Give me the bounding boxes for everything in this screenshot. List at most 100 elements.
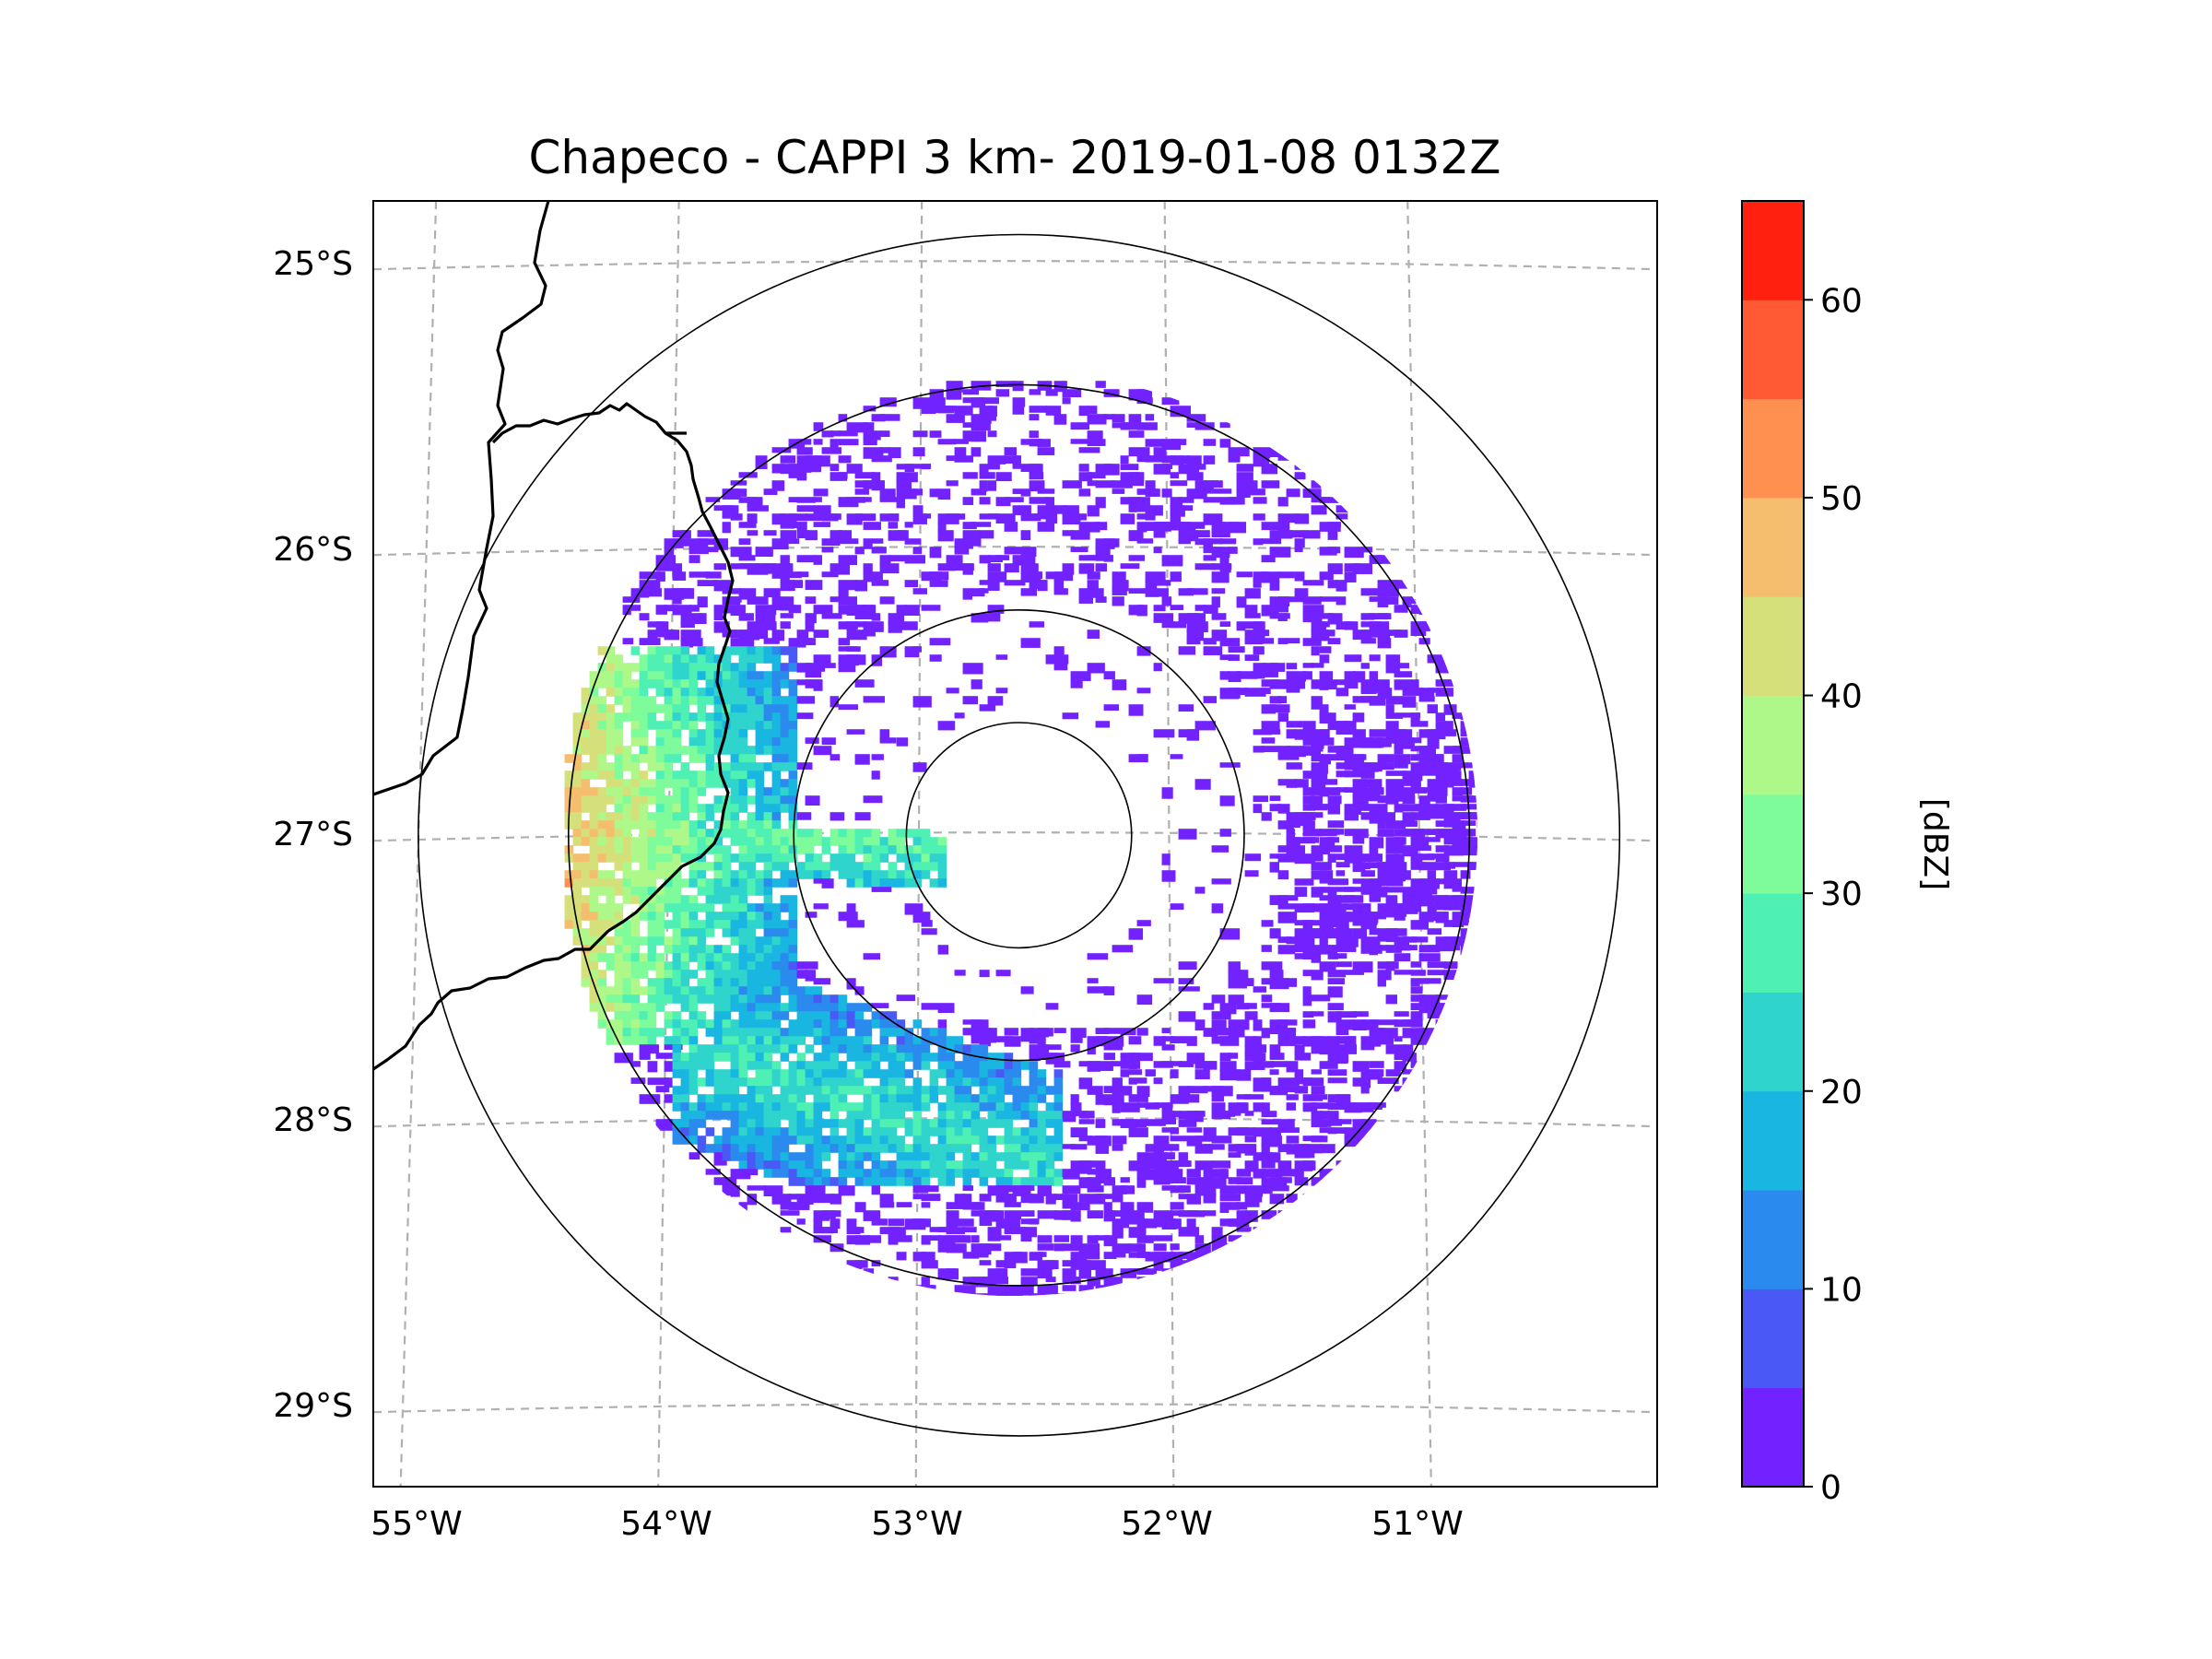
reflectivity-cell (1236, 472, 1253, 482)
reflectivity-cell (763, 1135, 773, 1145)
reflectivity-cell (614, 953, 624, 962)
reflectivity-cell (622, 605, 631, 616)
reflectivity-cell (879, 1094, 889, 1103)
reflectivity-cell (730, 1069, 740, 1078)
reflectivity-cell (1145, 505, 1163, 516)
reflectivity-cell (1095, 1135, 1112, 1147)
reflectivity-cell (1103, 986, 1115, 995)
reflectivity-cell (581, 928, 591, 937)
reflectivity-cell (1302, 605, 1324, 615)
reflectivity-cell (639, 887, 649, 896)
reflectivity-cell (1394, 795, 1405, 802)
reflectivity-cell (680, 538, 691, 547)
reflectivity-cell (771, 1135, 782, 1145)
reflectivity-cell (921, 829, 931, 838)
reflectivity-cell (912, 1077, 923, 1087)
reflectivity-cell (813, 522, 830, 527)
reflectivity-cell (1053, 1069, 1064, 1078)
reflectivity-cell (854, 1069, 865, 1078)
reflectivity-cell (763, 1111, 773, 1120)
reflectivity-cell (1311, 746, 1324, 752)
reflectivity-cell (1228, 497, 1245, 505)
reflectivity-cell (771, 729, 782, 738)
reflectivity-cell (1418, 746, 1436, 756)
reflectivity-cell (1194, 488, 1212, 494)
reflectivity-cell (713, 953, 724, 962)
reflectivity-cell (1211, 994, 1226, 1004)
reflectivity-cell (664, 920, 674, 929)
reflectivity-cell (946, 1243, 967, 1253)
reflectivity-cell (647, 912, 657, 921)
reflectivity-cell (1045, 1044, 1062, 1051)
reflectivity-cell (805, 970, 816, 982)
reflectivity-cell (1103, 464, 1120, 476)
reflectivity-cell (1335, 1053, 1349, 1063)
reflectivity-cell (1170, 1069, 1179, 1078)
reflectivity-cell (954, 1102, 964, 1112)
reflectivity-cell (796, 1202, 808, 1210)
reflectivity-cell (1327, 887, 1337, 899)
reflectivity-cell (1120, 464, 1139, 471)
reflectivity-cell (1004, 1102, 1014, 1112)
reflectivity-cell (1460, 837, 1470, 847)
reflectivity-cell (813, 439, 823, 445)
reflectivity-cell (896, 480, 912, 491)
reflectivity-cell (1194, 1243, 1211, 1253)
reflectivity-cell (1194, 464, 1206, 470)
reflectivity-cell (1352, 912, 1361, 923)
reflectivity-cell (655, 555, 677, 565)
reflectivity-cell (1311, 1094, 1328, 1100)
reflectivity-cell (1153, 1152, 1167, 1162)
reflectivity-cell (606, 688, 616, 697)
reflectivity-cell (1004, 1160, 1014, 1170)
reflectivity-cell (763, 638, 780, 644)
reflectivity-cell (1319, 1127, 1335, 1134)
reflectivity-cell (796, 629, 809, 639)
reflectivity-cell (755, 1135, 765, 1145)
reflectivity-cell (879, 1069, 889, 1078)
reflectivity-cell (1435, 1019, 1457, 1028)
reflectivity-cell (879, 845, 889, 854)
reflectivity-cell (1078, 1160, 1097, 1168)
reflectivity-cell (813, 1210, 830, 1221)
reflectivity-cell (738, 1036, 748, 1045)
reflectivity-cell (1120, 1102, 1140, 1112)
reflectivity-cell (912, 1218, 931, 1228)
reflectivity-cell (614, 853, 624, 863)
reflectivity-cell (780, 1036, 790, 1045)
reflectivity-cell (788, 787, 798, 796)
reflectivity-cell (1311, 945, 1322, 956)
reflectivity-cell (871, 845, 881, 854)
reflectivity-cell (995, 1135, 1006, 1145)
reflectivity-cell (929, 862, 939, 871)
reflectivity-cell (1418, 795, 1430, 806)
reflectivity-cell (1020, 1160, 1030, 1170)
reflectivity-cell (1153, 588, 1169, 597)
reflectivity-cell (614, 812, 624, 821)
reflectivity-cell (987, 1069, 997, 1078)
reflectivity-cell (655, 970, 665, 979)
reflectivity-cell (639, 862, 649, 871)
reflectivity-cell (1385, 712, 1404, 719)
colorbar-block (1742, 201, 1804, 300)
reflectivity-cell (1070, 1127, 1088, 1138)
reflectivity-cell (1161, 1185, 1176, 1191)
reflectivity-cell (830, 1077, 840, 1087)
reflectivity-cell (805, 513, 824, 522)
reflectivity-cell (672, 654, 682, 664)
reflectivity-cell (647, 862, 657, 871)
reflectivity-cell (763, 878, 773, 888)
reflectivity-cell (1112, 1194, 1124, 1203)
reflectivity-cell (871, 1127, 881, 1136)
reflectivity-cell (871, 1069, 881, 1078)
reflectivity-cell (763, 646, 773, 655)
reflectivity-cell (713, 1003, 724, 1012)
reflectivity-cell (846, 1227, 861, 1235)
reflectivity-cell (763, 812, 773, 821)
reflectivity-cell (1410, 787, 1428, 794)
reflectivity-cell (572, 912, 582, 921)
reflectivity-cell (830, 1011, 840, 1020)
reflectivity-cell (1236, 1202, 1248, 1210)
reflectivity-cell (846, 1144, 856, 1153)
reflectivity-cell (1070, 1277, 1081, 1285)
